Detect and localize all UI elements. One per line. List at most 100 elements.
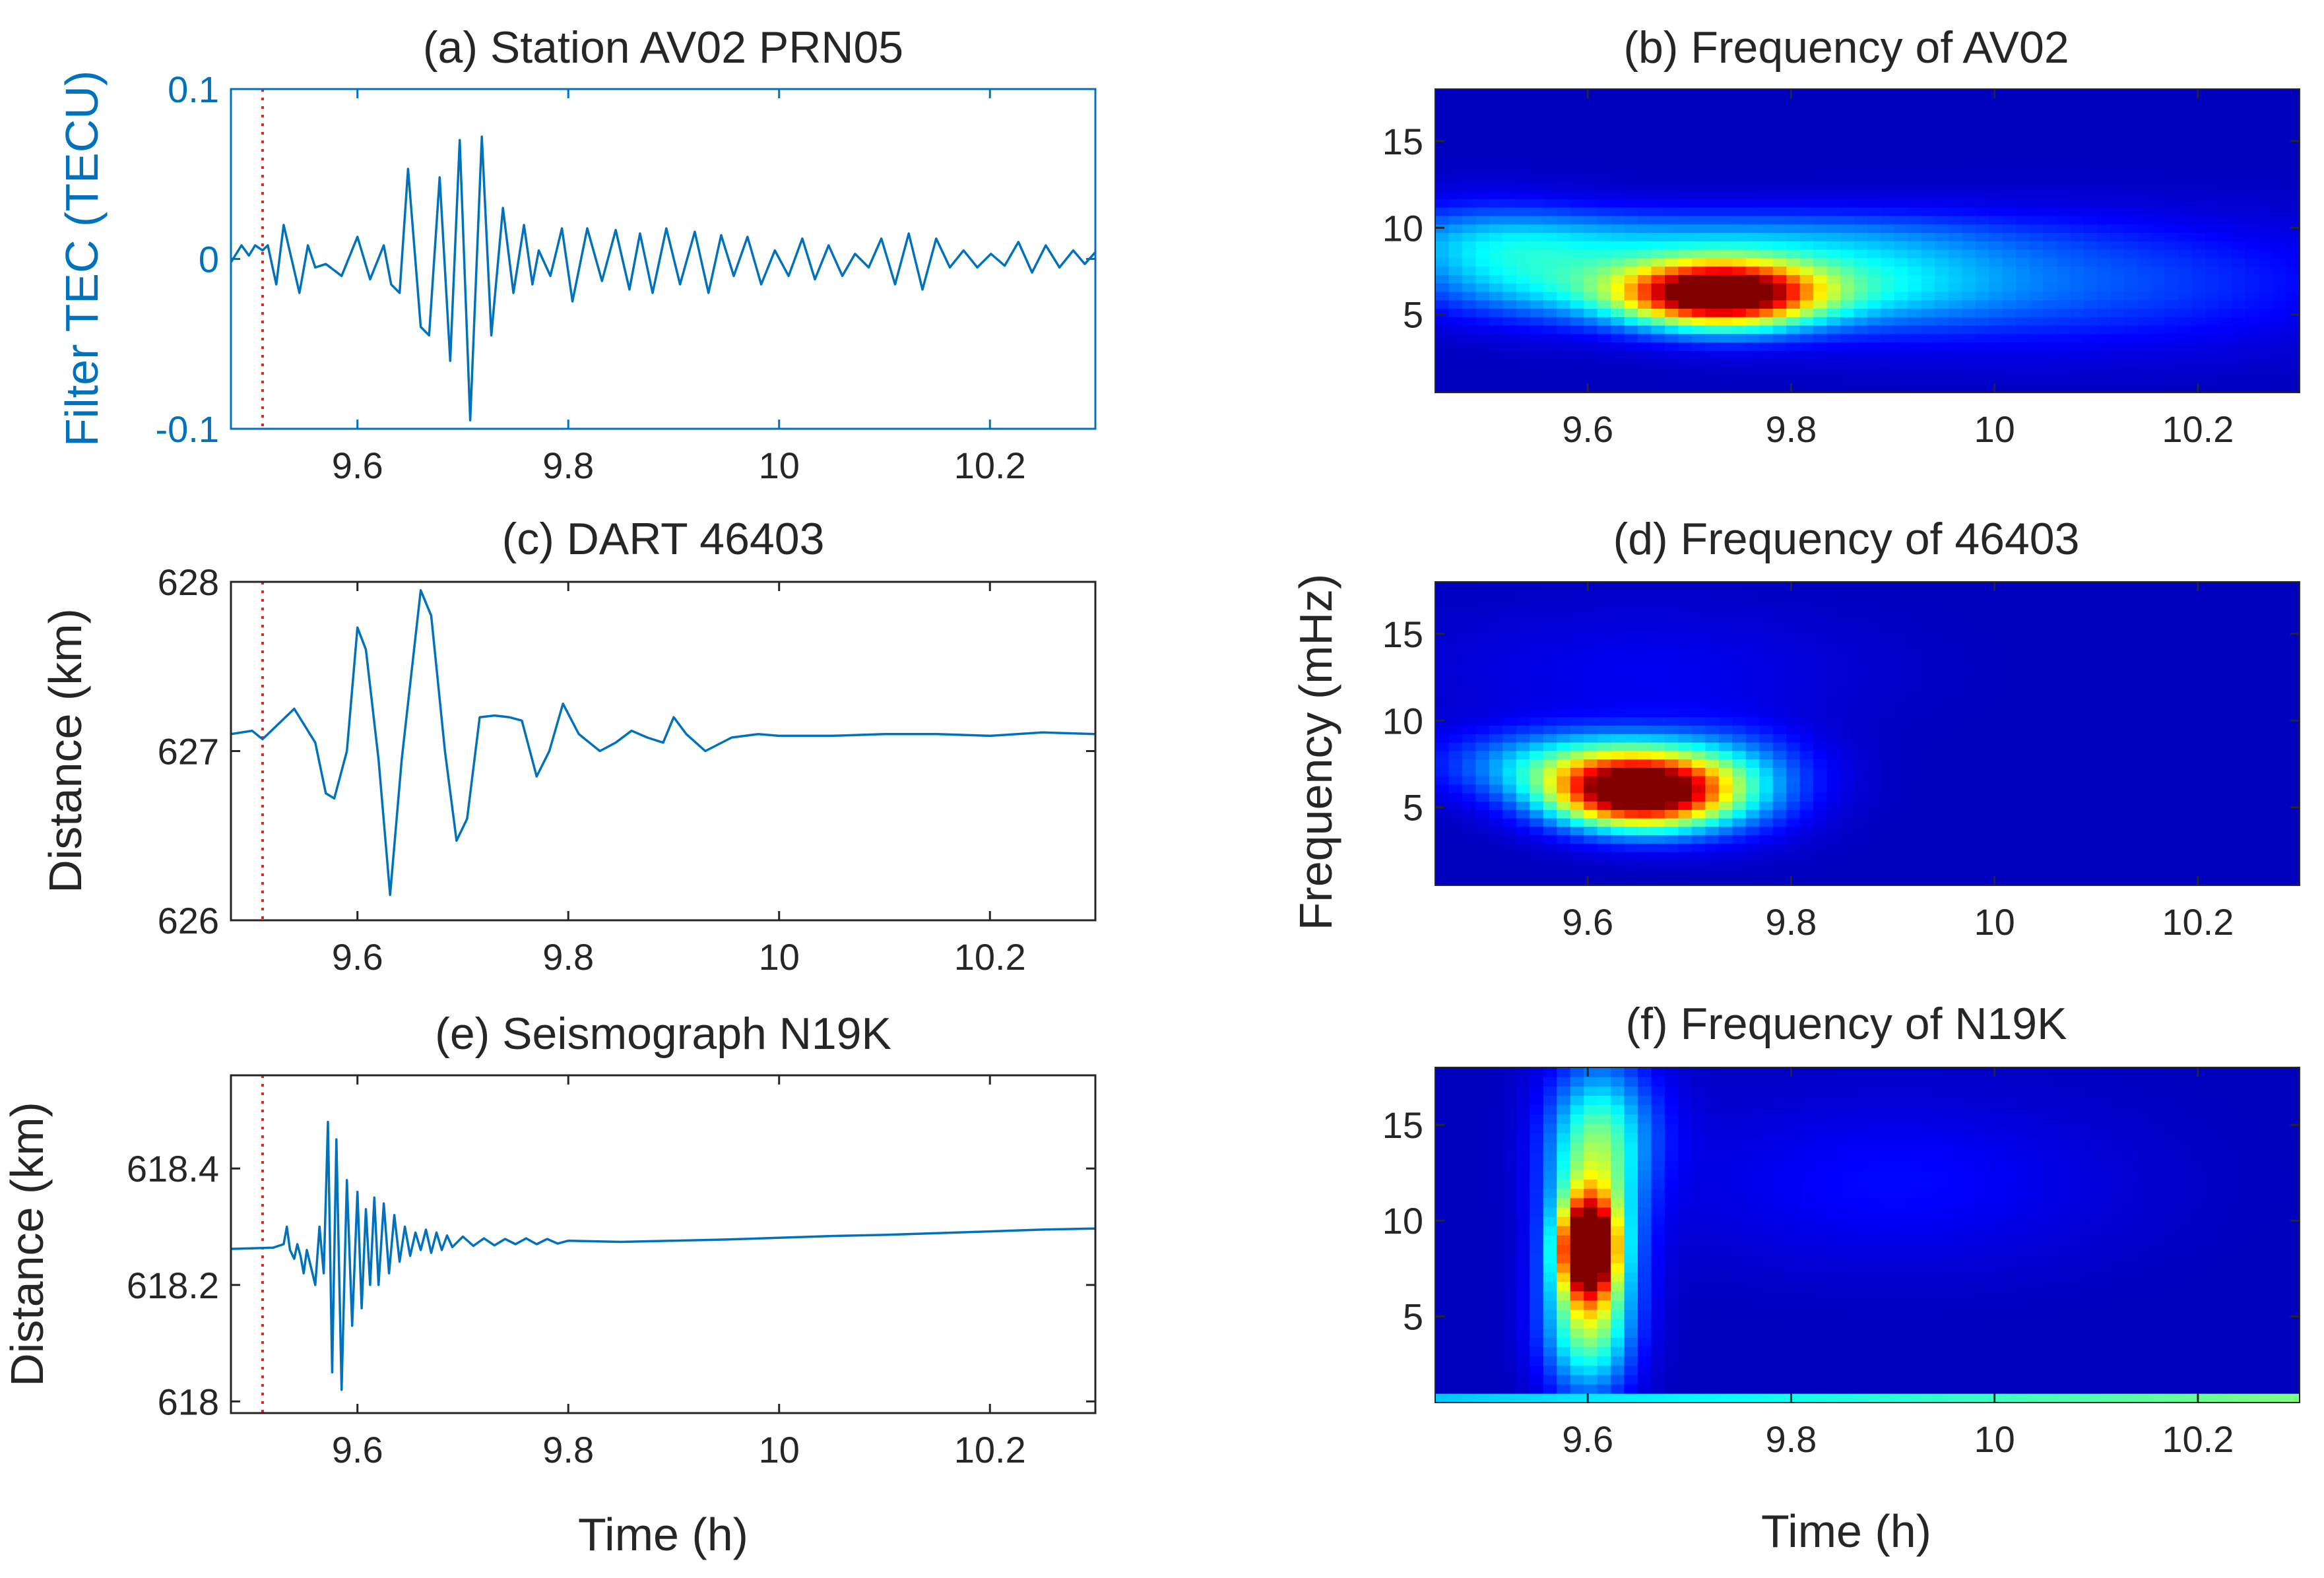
- heatmap-cell: [1611, 114, 1625, 123]
- heatmap-cell: [1489, 181, 1504, 191]
- heatmap-cell: [1799, 582, 1814, 591]
- heatmap-cell: [1962, 860, 1976, 869]
- heatmap-cell: [1691, 317, 1706, 326]
- heatmap-cell: [1516, 274, 1531, 284]
- heatmap-cell: [1948, 860, 1963, 869]
- heatmap-cell: [1665, 851, 1679, 861]
- heatmap-cell: [1516, 851, 1531, 861]
- heatmap-cell: [1570, 139, 1584, 149]
- heatmap-cell: [2043, 699, 2057, 709]
- heatmap-cell: [1975, 759, 1990, 768]
- heatmap-cell: [2056, 333, 2071, 343]
- heatmap-cell: [1462, 384, 1477, 393]
- heatmap-cell: [2110, 598, 2125, 608]
- heatmap-cell: [2150, 384, 2166, 393]
- heatmap-cell: [1611, 835, 1625, 844]
- heatmap-cell: [2286, 666, 2300, 676]
- heatmap-cell: [2178, 325, 2193, 334]
- heatmap-cell: [1759, 358, 1774, 368]
- heatmap-cell: [1799, 734, 1814, 743]
- heatmap-cell: [1962, 843, 1976, 852]
- heatmap-cell: [2245, 835, 2260, 844]
- heatmap-cell: [1759, 257, 1774, 267]
- heatmap-cell: [2232, 358, 2246, 368]
- heatmap-cell: [1651, 658, 1665, 667]
- heatmap-cell: [1759, 282, 1774, 292]
- heatmap-cell: [2273, 123, 2287, 132]
- heatmap-cell: [1611, 291, 1625, 301]
- heatmap-cell: [1962, 165, 1976, 174]
- heatmap-cell: [2016, 623, 2030, 633]
- heatmap-cell: [1516, 367, 1531, 377]
- heatmap-cell: [2164, 358, 2179, 368]
- heatmap-cell: [1948, 89, 1963, 98]
- heatmap-cell: [1813, 860, 1828, 869]
- heatmap-cell: [1624, 607, 1638, 616]
- heatmap-cell: [2191, 658, 2206, 667]
- heatmap-cell: [1530, 658, 1544, 667]
- heatmap-cell: [2070, 725, 2084, 734]
- heatmap-cell: [1867, 598, 1882, 608]
- heatmap-cell: [2218, 291, 2233, 301]
- y-tick-label: 0.1: [168, 69, 219, 110]
- heatmap-cell: [1718, 860, 1733, 869]
- heatmap-cell: [2150, 632, 2166, 642]
- heatmap-cell: [1611, 156, 1625, 166]
- heatmap-cell: [1908, 750, 1922, 760]
- x-tick-label: 10.2: [954, 445, 1026, 486]
- heatmap-cell: [1691, 817, 1706, 827]
- heatmap-cell: [2083, 232, 2098, 241]
- heatmap-cell: [1678, 666, 1693, 676]
- heatmap-cell: [1867, 623, 1882, 633]
- heatmap-cell: [1448, 716, 1463, 726]
- heatmap-cell: [1570, 156, 1584, 166]
- heatmap-cell: [1975, 641, 1990, 650]
- heatmap-cell: [1489, 367, 1504, 377]
- heatmap-cell: [2150, 623, 2166, 633]
- heatmap-cell: [1759, 767, 1774, 776]
- heatmap-cell: [1543, 224, 1558, 233]
- heatmap-cell: [1881, 114, 1895, 123]
- heatmap-cell: [1502, 1207, 1517, 1217]
- heatmap-cell: [1678, 641, 1693, 650]
- heatmap-cell: [1732, 632, 1747, 642]
- heatmap-cell: [2097, 716, 2112, 726]
- heatmap-cell: [1651, 801, 1665, 810]
- heatmap-cell: [1718, 590, 1733, 600]
- heatmap-cell: [2097, 742, 2112, 751]
- heatmap-cell: [2123, 801, 2139, 810]
- heatmap-cell: [2097, 750, 2112, 760]
- heatmap-cell: [1435, 851, 1450, 861]
- heatmap-cell: [1772, 877, 1787, 886]
- heatmap-cell: [2110, 199, 2125, 208]
- heatmap-cell: [1921, 131, 1936, 141]
- heatmap-cell: [1624, 759, 1638, 768]
- heatmap-cell: [2178, 384, 2193, 393]
- heatmap-cell: [1475, 784, 1490, 794]
- heatmap-cell: [1584, 658, 1598, 667]
- heatmap-cell: [2123, 623, 2139, 633]
- heatmap-cell: [2164, 623, 2179, 633]
- heatmap-cell: [2218, 860, 2233, 869]
- heatmap-cell: [1516, 674, 1531, 684]
- heatmap-cell: [1799, 615, 1814, 625]
- heatmap-cell: [2259, 775, 2273, 785]
- heatmap-cell: [1570, 274, 1584, 284]
- heatmap-cell: [2150, 767, 2166, 776]
- heatmap-cell: [2178, 308, 2193, 317]
- heatmap-cell: [1881, 139, 1895, 149]
- heatmap-cell: [1543, 598, 1558, 608]
- heatmap-cell: [1921, 206, 1936, 216]
- heatmap-cell: [1435, 809, 1450, 819]
- heatmap-cell: [1799, 190, 1814, 199]
- heatmap-cell: [1624, 817, 1638, 827]
- heatmap-cell: [1840, 257, 1855, 267]
- heatmap-cell: [1962, 224, 1976, 233]
- heatmap-cell: [2218, 358, 2233, 368]
- heatmap-cell: [2097, 649, 2112, 658]
- heatmap-cell: [1435, 674, 1450, 684]
- heatmap-cell: [1759, 215, 1774, 225]
- heatmap-cell: [2002, 97, 2017, 107]
- heatmap-cell: [2083, 835, 2098, 844]
- heatmap-cell: [1854, 666, 1868, 676]
